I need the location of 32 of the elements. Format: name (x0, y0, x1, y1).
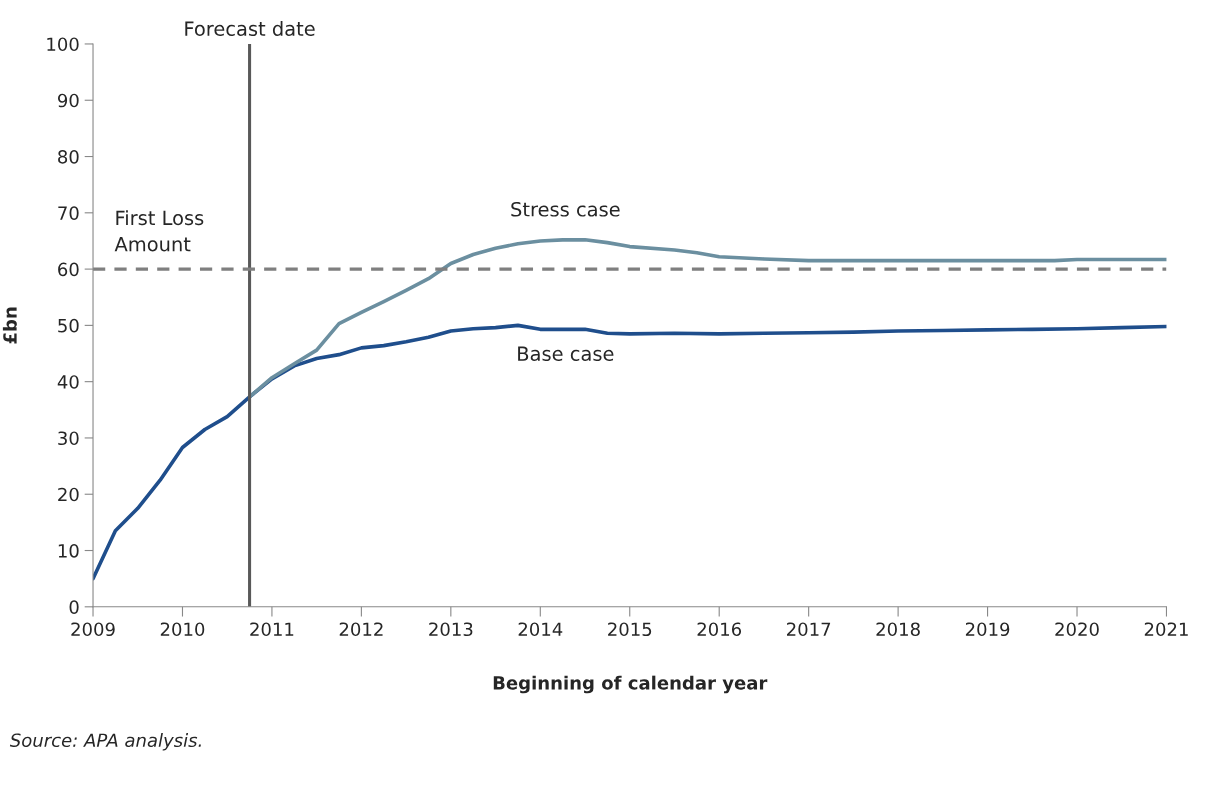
x-tick-label: 2011 (250, 622, 294, 637)
x-tick-label: 2017 (787, 622, 831, 637)
x-tick-label: 2015 (608, 622, 652, 637)
y-tick-label: 70 (58, 206, 79, 220)
x-tick-label: 2020 (1055, 622, 1099, 637)
y-tick-label: 40 (57, 375, 79, 389)
y-tick-label: 50 (58, 318, 79, 333)
x-tick-label: 2021 (1144, 622, 1188, 637)
x-tick-label: 2010 (160, 622, 205, 637)
y-tick-label: 80 (58, 149, 79, 164)
y-axis-title: £bn (2, 307, 17, 344)
x-tick-label: 2019 (965, 622, 1010, 637)
y-tick-label: 100 (47, 37, 79, 52)
source-note: Source: APA analysis. (9, 733, 201, 751)
x-tick-label: 2009 (71, 622, 115, 637)
y-tick-label: 30 (58, 431, 79, 446)
series-label: Base case (518, 346, 614, 362)
ref-line-label: Forecast date (185, 20, 315, 37)
series-label: Stress case (511, 201, 620, 217)
x-tick-label: 2016 (697, 622, 742, 637)
x-tick-label: 2014 (518, 622, 563, 637)
y-tick-label: 0 (69, 600, 79, 614)
x-tick-label: 2013 (429, 622, 473, 637)
y-tick-label: 60 (58, 262, 79, 277)
x-tick-label: 2012 (339, 622, 383, 637)
x-axis-title: Beginning of calendar year (493, 675, 768, 694)
x-tick-label: 2018 (876, 622, 920, 637)
line-series (93, 323, 1167, 581)
y-tick-label: 20 (58, 487, 79, 502)
y-tick-label: 90 (57, 93, 79, 108)
y-tick-label: 10 (58, 543, 79, 558)
ref-line-label: First Loss Amount (114, 210, 204, 252)
